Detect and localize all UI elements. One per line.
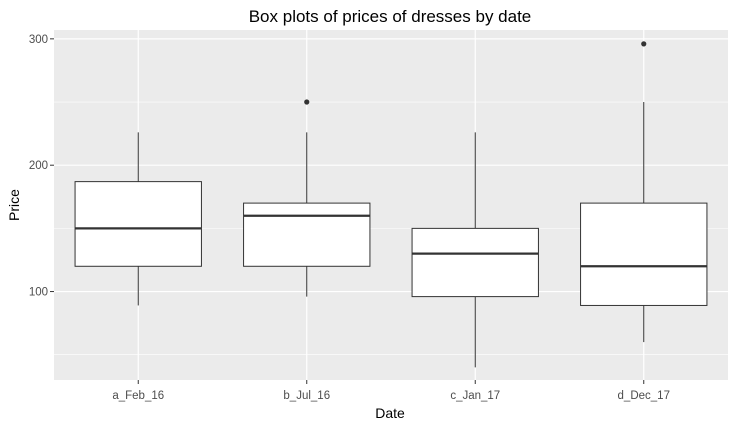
y-axis-title: Price	[6, 189, 22, 221]
x-tick-label: d_Dec_17	[618, 390, 670, 402]
x-axis: a_Feb_16 b_Jul_16 c_Jan_17 d_Dec_17	[112, 380, 670, 402]
x-axis-title: Date	[375, 405, 405, 421]
box-a_Feb_16	[74, 132, 202, 306]
box-body	[411, 227, 539, 298]
y-tick-label: 300	[29, 34, 48, 46]
outlier-point	[304, 99, 310, 105]
outlier-point	[641, 41, 647, 47]
x-tick-label: b_Jul_16	[283, 390, 330, 402]
chart-title: Box plots of prices of dresses by date	[249, 7, 532, 26]
box-body	[74, 181, 202, 267]
y-tick-label: 200	[29, 160, 48, 172]
box-body	[243, 202, 371, 267]
y-tick-label: 100	[29, 287, 48, 299]
y-axis: 100 200 300	[29, 34, 54, 299]
x-tick-label: a_Feb_16	[112, 390, 164, 402]
box-c_Jan_17	[411, 132, 539, 368]
box-b_Jul_16	[243, 99, 371, 297]
box-d_Dec_17	[580, 41, 708, 343]
box-body	[580, 202, 708, 306]
x-tick-label: c_Jan_17	[450, 390, 500, 402]
box-series	[74, 41, 708, 368]
